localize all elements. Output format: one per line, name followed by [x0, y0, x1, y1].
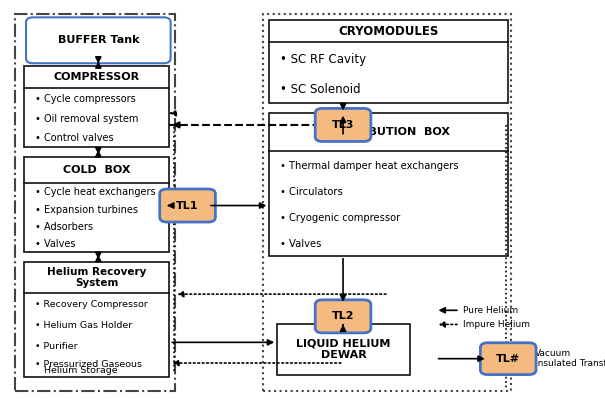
- FancyBboxPatch shape: [269, 20, 508, 103]
- FancyBboxPatch shape: [24, 66, 169, 147]
- Text: • Cycle compressors: • Cycle compressors: [35, 94, 136, 104]
- FancyBboxPatch shape: [315, 300, 371, 333]
- Text: TL2: TL2: [332, 312, 355, 321]
- FancyBboxPatch shape: [269, 113, 508, 256]
- Text: • Pressurized Gaseous: • Pressurized Gaseous: [35, 359, 142, 369]
- Text: CRYOMODULES: CRYOMODULES: [339, 25, 439, 38]
- FancyBboxPatch shape: [480, 343, 536, 375]
- FancyBboxPatch shape: [24, 157, 169, 252]
- Text: Impure Helium: Impure Helium: [463, 320, 530, 329]
- Text: • Purifier: • Purifier: [35, 342, 77, 351]
- Text: DISTRIBUTION  BOX: DISTRIBUTION BOX: [327, 127, 450, 137]
- Text: COLD  BOX: COLD BOX: [63, 165, 131, 175]
- Text: • Adsorbers: • Adsorbers: [35, 222, 93, 232]
- Text: • SC Solenoid: • SC Solenoid: [280, 83, 361, 96]
- Text: Helium Recovery
System: Helium Recovery System: [47, 267, 146, 288]
- FancyBboxPatch shape: [160, 189, 215, 222]
- FancyBboxPatch shape: [277, 324, 410, 375]
- Text: Pure Helium: Pure Helium: [463, 306, 518, 315]
- Text: COMPRESSOR: COMPRESSOR: [54, 73, 140, 82]
- Text: • Oil removal system: • Oil removal system: [35, 114, 139, 124]
- Text: Vacuum
insulated Transfer line: Vacuum insulated Transfer line: [535, 349, 605, 368]
- Text: LIQUID HELIUM
DEWAR: LIQUID HELIUM DEWAR: [296, 339, 391, 360]
- FancyBboxPatch shape: [315, 108, 371, 141]
- Text: • Cryogenic compressor: • Cryogenic compressor: [280, 213, 401, 223]
- Text: TL1: TL1: [176, 201, 199, 210]
- Text: TL#: TL#: [496, 354, 520, 364]
- Text: • Circulators: • Circulators: [280, 187, 343, 197]
- Text: TL3: TL3: [332, 120, 354, 130]
- Text: • Thermal damper heat exchangers: • Thermal damper heat exchangers: [280, 161, 459, 171]
- Text: • Valves: • Valves: [35, 239, 76, 249]
- Text: • Control valves: • Control valves: [35, 133, 114, 143]
- Text: Helium Storage: Helium Storage: [35, 366, 118, 375]
- FancyBboxPatch shape: [26, 17, 171, 63]
- Text: • Recovery Compressor: • Recovery Compressor: [35, 300, 148, 309]
- Text: • SC RF Cavity: • SC RF Cavity: [280, 52, 366, 66]
- FancyBboxPatch shape: [24, 262, 169, 377]
- Text: BUFFER Tank: BUFFER Tank: [57, 35, 139, 45]
- Text: • Expansion turbines: • Expansion turbines: [35, 205, 138, 214]
- Text: • Valves: • Valves: [280, 239, 321, 249]
- Text: • Cycle heat exchangers: • Cycle heat exchangers: [35, 187, 155, 197]
- Text: • Helium Gas Holder: • Helium Gas Holder: [35, 321, 132, 330]
